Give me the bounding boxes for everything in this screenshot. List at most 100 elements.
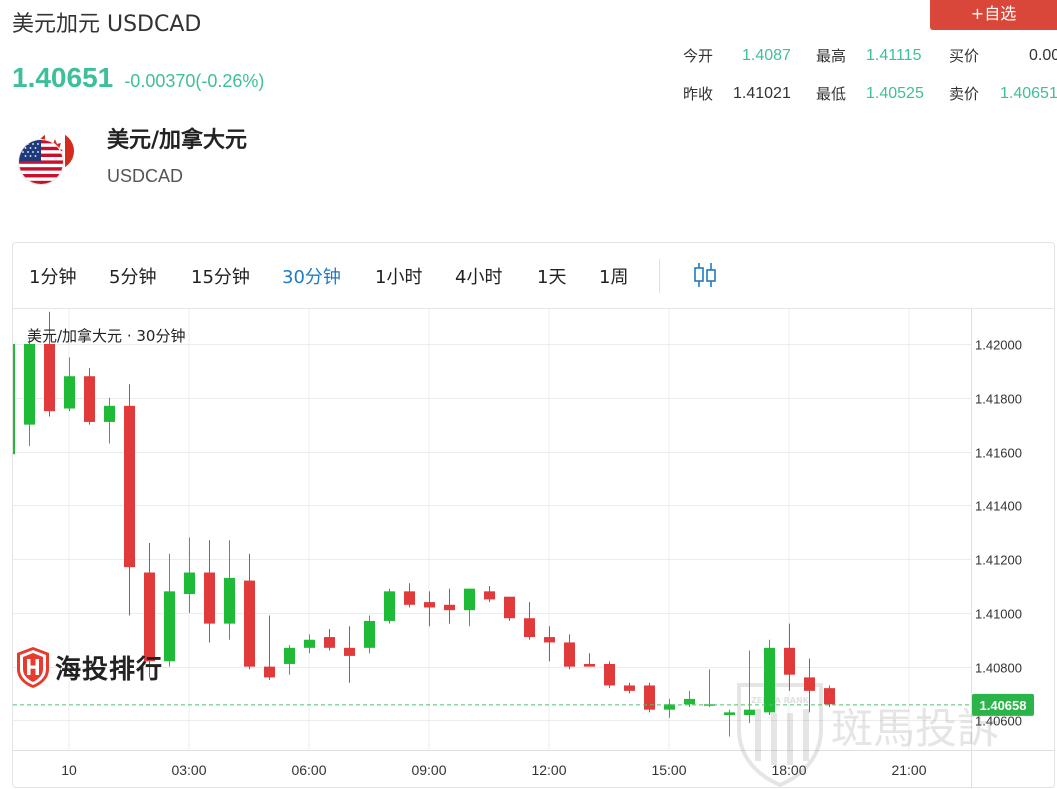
candle-body [344,647,355,656]
last-price: 1.40651 [12,62,114,93]
instrument-code: USDCAD [107,166,184,186]
timeframe-1hour[interactable]: 1小时 [375,267,423,288]
chart-legend: 美元/加拿大元 · 30分钟 [27,327,186,345]
add-to-watchlist-button[interactable]: +自选 [930,0,1057,30]
toolbar-divider [659,259,660,293]
candle-body [604,663,615,686]
y-tick-label: 1.41800 [975,392,1022,407]
ask-value: 1.40651 [1000,85,1057,102]
haitou-watermark: 海投排行 [15,645,185,689]
y-tick-label: 1.40600 [975,714,1022,729]
candle-body [164,591,175,662]
candle-body [684,698,695,705]
price-row: 1.40651 -0.00370(-0.26%) [12,62,264,94]
x-tick-label: 10 [61,762,77,778]
candle-body [524,618,535,638]
candle-body [84,376,95,422]
candle-body [804,677,815,691]
candle-body [624,685,635,691]
candle-body [764,647,775,713]
candlestick-icon[interactable] [691,261,719,289]
y-tick-label: 1.42000 [975,338,1022,353]
ask-label: 卖价 [949,85,980,103]
candle-body [504,596,515,619]
candle-body [644,685,655,710]
timeframe-4hour[interactable]: 4小时 [455,267,503,288]
zebra-watermark-text: 斑馬投訴 [831,704,999,753]
candle-body [744,709,755,716]
timeframe-15min[interactable]: 15分钟 [191,267,250,288]
candle-body [304,639,315,648]
candle-body [104,405,115,422]
timeframe-30min[interactable]: 30分钟 [282,267,341,288]
candle-body [584,663,595,667]
y-tick-label: 1.40800 [975,661,1022,676]
candle-body [264,666,275,678]
candle-body [464,588,475,611]
zebra-stripe [771,713,777,765]
candle-body [664,704,675,710]
candle-body [544,637,555,643]
prev-close-value: 1.41021 [733,85,791,102]
candle-body [484,591,495,600]
candlestick-chart[interactable]: 1.42000 1.41800 1.41600 1.41400 1.41200 1.410… [13,309,1055,788]
x-tick-label: 15:00 [651,762,686,778]
x-tick-label: 09:00 [411,762,446,778]
timeframe-1min[interactable]: 1分钟 [29,267,77,288]
low-value: 1.40525 [866,85,924,102]
y-tick-label: 1.41200 [975,553,1022,568]
x-tick-label: 03:00 [171,762,206,778]
bid-value: 0.00 [1029,47,1057,64]
candle-body [44,343,55,412]
y-tick-label: 1.41000 [975,607,1022,622]
zebra-watermark-en: ZEBRA RANK [751,696,810,705]
candle-body [224,577,235,624]
haitou-logo-icon [17,647,49,688]
candle-body [424,602,435,608]
x-tick-label: 21:00 [891,762,926,778]
page-title: 美元加元 USDCAD [12,12,202,37]
chart-plot-area[interactable]: 1.42000 1.41800 1.41600 1.41400 1.41200 1.410… [13,309,1055,788]
instrument-name: 美元/加拿大元 [107,128,248,153]
haitou-watermark-text: 海投排行 [55,655,164,685]
us-ca-flag-icon [18,132,74,185]
y-tick-label: 1.41600 [975,446,1022,461]
last-price-tag [972,693,1034,716]
candle-body [244,580,255,667]
timeframe-1day[interactable]: 1天 [537,267,567,288]
low-label: 最低 [816,85,847,103]
timeframe-5min[interactable]: 5分钟 [109,267,157,288]
bid-label: 买价 [949,47,980,65]
high-label: 最高 [816,47,847,65]
zebra-stripe [803,709,809,761]
candle-body [124,405,135,568]
open-label: 今开 [683,47,714,65]
candle-body [284,647,295,664]
chart-toolbar: 1分钟 5分钟 15分钟 30分钟 1小时 4小时 1天 1周 [13,243,1054,309]
candle-body [564,642,575,667]
candle-body [724,712,735,716]
timeframe-1week[interactable]: 1周 [599,267,629,288]
zebra-shield-icon [737,683,823,787]
price-change: -0.00370(-0.26%) [124,71,265,91]
x-tick-label: 12:00 [531,762,566,778]
open-value: 1.4087 [742,47,791,64]
chart-panel: 1分钟 5分钟 15分钟 30分钟 1小时 4小时 1天 1周 1.42000 1… [12,242,1055,788]
prev-close-label: 昨收 [683,85,714,103]
candle-body [784,647,795,675]
candle-body [324,637,335,648]
candle-body [404,591,415,605]
candle-body [24,343,35,425]
candle-body [364,620,375,648]
high-value: 1.41115 [866,47,922,64]
candle-body [444,604,455,611]
candle-body [824,688,835,705]
x-tick-label: 06:00 [291,762,326,778]
zebra-stripe [755,709,761,761]
candle-body [144,572,155,662]
candle-body [184,572,195,595]
y-tick-label: 1.41400 [975,499,1022,514]
candle-body [64,376,75,409]
zebra-watermark: ZEBRA RANK 斑馬投訴 [737,683,999,787]
candle-body [384,591,395,621]
